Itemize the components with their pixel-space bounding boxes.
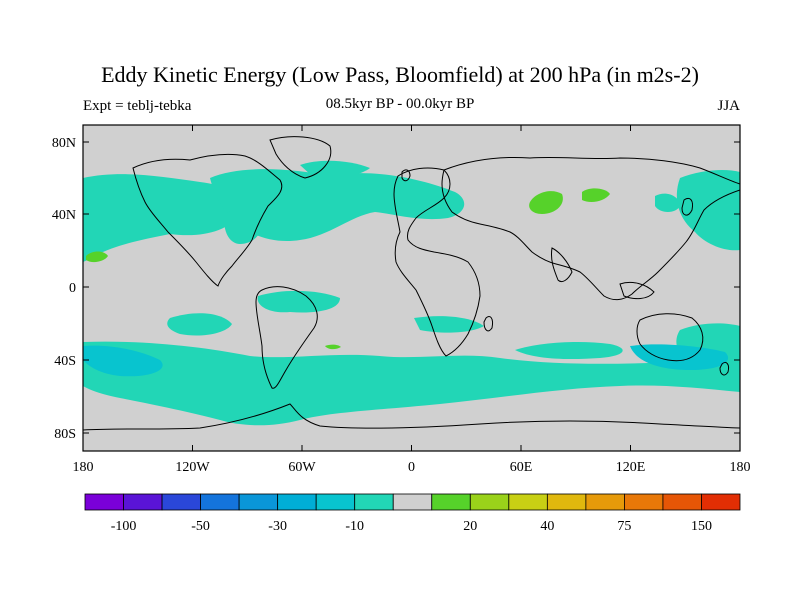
negative-region-indian-ocean: [515, 342, 623, 360]
colorbar-swatch: [624, 493, 664, 511]
lat-tick-label: 80N: [52, 136, 76, 151]
negative-region-north-pacific: [83, 174, 243, 262]
colorbar-swatch: [431, 493, 471, 511]
lat-tick-label: 80S: [54, 427, 76, 442]
colorbar-swatch: [701, 493, 741, 511]
coastline-antarctica: [83, 403, 740, 431]
colorbar: -100 -50 -30 -10 20 40 75 150: [84, 493, 741, 534]
colorbar-swatch: [662, 493, 702, 511]
longitude-axis: 180 120W 60W 0 60E 120E 180: [73, 125, 751, 475]
lon-tick-label: 120E: [616, 460, 646, 475]
negative-region-south-america-west: [167, 313, 232, 336]
positive-region-central-asia: [529, 191, 563, 214]
coastline-asia: [441, 156, 740, 301]
coastline-greenland: [269, 136, 332, 179]
colorbar-swatch: [469, 493, 510, 511]
strong-negative-region-south-pacific: [83, 345, 163, 377]
negative-region-tropical-atlantic: [257, 290, 340, 313]
coastline-south-america: [255, 286, 318, 389]
colorbar-swatch: [200, 493, 240, 511]
lat-tick-label: 40S: [54, 354, 76, 369]
coastlines: [83, 136, 740, 431]
coastline-new-zealand: [719, 361, 729, 376]
anomaly-fields: [83, 160, 740, 426]
colorbar-label: 20: [463, 519, 477, 534]
lon-tick-label: 0: [408, 460, 415, 475]
colorbar-label: -10: [345, 519, 364, 534]
colorbar-swatch: [315, 493, 356, 511]
negative-region-west-pacific: [676, 170, 740, 251]
coastline-europe-africa: [393, 167, 481, 357]
coastline-australia: [636, 313, 704, 362]
coastline-india: [551, 247, 573, 283]
latitude-axis: 80N 40N 0 40S 80S: [52, 136, 740, 442]
colorbar-label: 150: [691, 519, 712, 534]
season-label: JJA: [717, 98, 740, 114]
lat-tick-label: 40N: [52, 208, 76, 223]
negative-region-north-america-lakes: [224, 207, 263, 244]
colorbar-label: -100: [111, 519, 137, 534]
plot-title: Eddy Kinetic Energy (Low Pass, Bloomfiel…: [101, 62, 699, 87]
coastline-japan: [681, 197, 693, 216]
negative-region-south-atlantic-patch: [414, 316, 484, 333]
coastline-british-isles: [401, 169, 411, 182]
colorbar-swatch: [277, 493, 317, 511]
lon-tick-label: 180: [730, 460, 751, 475]
strong-negative-region-south-indian: [630, 344, 729, 370]
positive-region-south-atlantic-small: [325, 344, 341, 350]
colorbar-label: -50: [191, 519, 210, 534]
lon-tick-label: 180: [73, 460, 94, 475]
lon-tick-label: 60W: [288, 460, 316, 475]
colorbar-label: 75: [617, 519, 631, 534]
lon-tick-label: 60E: [510, 460, 533, 475]
negative-region-north-atlantic: [210, 169, 465, 242]
experiment-label: Expt = teblj-tebka: [83, 98, 192, 114]
coastline-southeast-asia-islands: [619, 281, 655, 300]
coastline-north-america: [132, 153, 283, 287]
colorbar-swatch: [123, 493, 163, 511]
colorbar-swatch: [354, 493, 394, 511]
negative-region-japan: [655, 193, 680, 212]
colorbar-swatch: [84, 493, 124, 511]
colorbar-label: -30: [268, 519, 287, 534]
colorbar-label: 40: [540, 519, 554, 534]
lon-tick-label: 120W: [175, 460, 210, 475]
colorbar-swatch: [546, 493, 587, 511]
colorbar-swatch: [161, 493, 201, 511]
coastline-madagascar: [483, 315, 493, 332]
positive-region-north-pacific-small: [86, 251, 108, 263]
lat-tick-label: 0: [69, 281, 76, 296]
colorbar-swatch: [392, 493, 433, 511]
colorbar-swatch: [508, 493, 548, 511]
colorbar-swatch: [238, 493, 279, 511]
negative-region-southern-ocean-band: [83, 341, 740, 426]
colorbar-swatch: [585, 493, 625, 511]
positive-region-mongolia: [582, 188, 610, 202]
period-label: 08.5kyr BP - 00.0kyr BP: [325, 96, 475, 112]
